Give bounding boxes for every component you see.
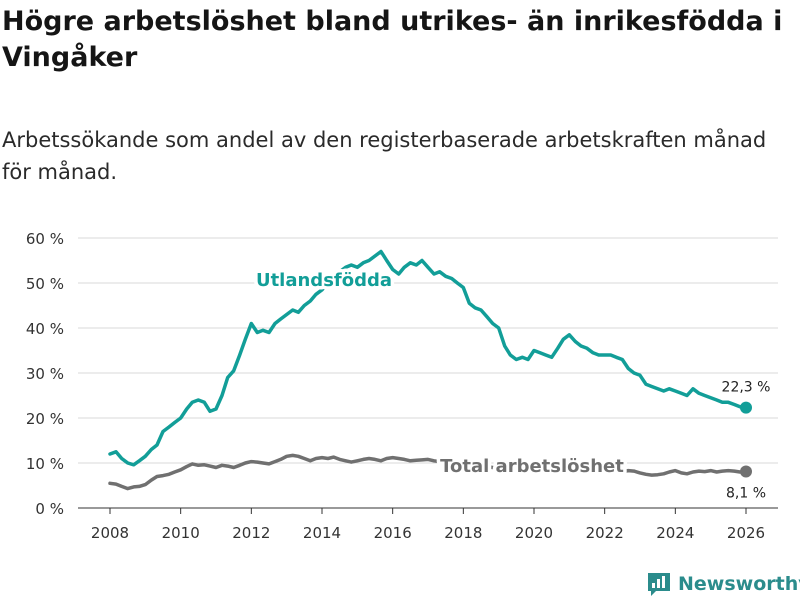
y-tick-label: 40 %	[26, 320, 64, 338]
series-lines	[108, 249, 752, 491]
series-line-utlandsfodda	[108, 249, 748, 467]
x-axis: 2008 2010 2012 2014 2016 2018 2020 2022 2024 2026	[78, 507, 778, 542]
x-tick-label: 2022	[586, 524, 624, 542]
line-chart: 0 % 10 % 20 % 30 % 40 % 50 % 60 % 2008 2010 2012…	[26, 230, 778, 542]
x-tick-label: 2024	[656, 524, 694, 542]
y-tick-label: 60 %	[26, 230, 64, 248]
y-tick-label: 50 %	[26, 275, 64, 293]
x-tick-label: 2020	[515, 524, 553, 542]
end-point-total	[740, 465, 752, 478]
y-tick-label: 10 %	[26, 455, 64, 473]
series-line-total	[108, 453, 748, 491]
gridlines	[78, 237, 778, 464]
x-tick-label: 2008	[91, 524, 129, 542]
brand-name: Newsworthy	[678, 573, 800, 595]
x-tick-label: 2026	[727, 524, 765, 542]
label-total: Total arbetslöshet	[440, 456, 624, 477]
y-tick-label: 0 %	[35, 500, 64, 518]
end-label-total: 8,1 %	[726, 486, 766, 502]
x-tick-label: 2016	[374, 524, 412, 542]
y-axis: 0 % 10 % 20 % 30 % 40 % 50 % 60 %	[26, 230, 64, 518]
newsworthy-logo[interactable]: Newsworthy	[646, 570, 800, 598]
end-point-utlandsfodda	[740, 401, 752, 414]
end-label-utlandsfodda: 22,3 %	[722, 380, 771, 396]
x-tick-label: 2018	[444, 524, 482, 542]
x-tick-label: 2012	[232, 524, 270, 542]
y-tick-label: 20 %	[26, 410, 64, 428]
y-tick-label: 30 %	[26, 365, 64, 383]
series-labels: Utlandsfödda Total arbetslöshet 22,3 % 8,1 …	[252, 267, 773, 505]
label-utlandsfodda: Utlandsfödda	[256, 270, 392, 291]
newsworthy-icon	[648, 573, 670, 596]
chart-subtitle: Arbetssökande som andel av den registerb…	[2, 128, 767, 184]
x-tick-label: 2010	[162, 524, 200, 542]
chart-title: Högre arbetslöshet bland utrikes- än inr…	[2, 6, 783, 73]
x-tick-label: 2014	[303, 524, 341, 542]
